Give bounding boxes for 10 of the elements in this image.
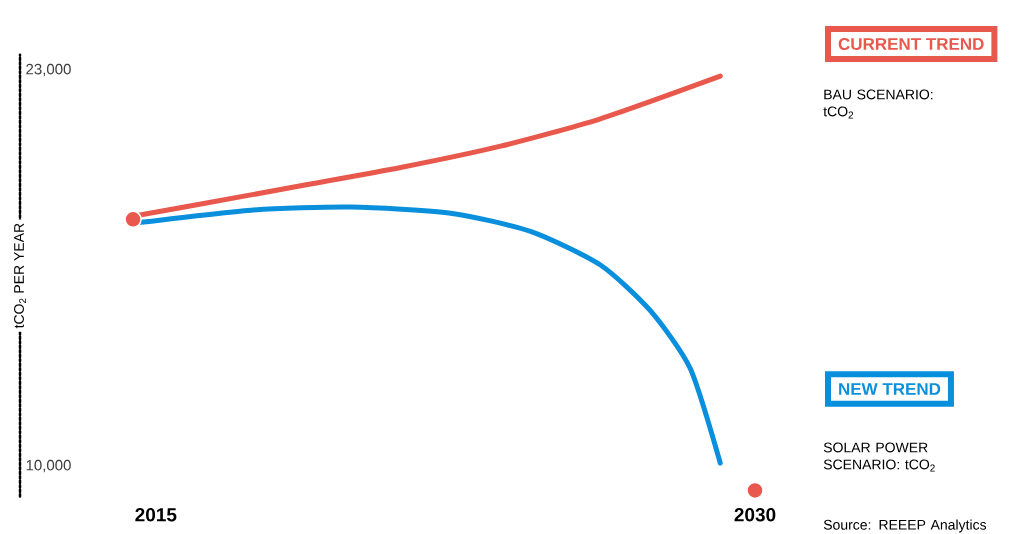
y-axis-title: tCO$_{2}$ PER YEAR	[14, 223, 26, 329]
text: BAU SCENARIO: tCO$_{2}$	[823, 89, 933, 119]
text: CURRENT TREND	[838, 37, 984, 51]
text: NEW TREND	[839, 383, 941, 395]
y-tick-label: 10,000	[26, 459, 71, 473]
x-tick-label: 2015	[135, 508, 177, 522]
text: SOLAR POWER SCENARIO: tCO$_{2}$	[823, 442, 935, 472]
x-tick-label: 2030	[734, 508, 776, 522]
y-tick-label: 23,000	[26, 63, 71, 77]
source-note: Source: REEEP Analytics	[823, 519, 987, 533]
